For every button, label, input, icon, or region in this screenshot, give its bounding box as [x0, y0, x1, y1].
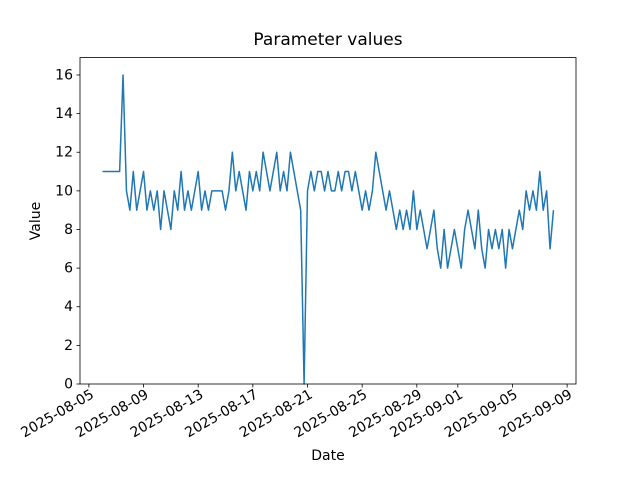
y-tick-label: 2	[64, 338, 73, 354]
y-tick-label: 12	[55, 145, 73, 161]
y-tick-label: 10	[55, 183, 73, 199]
y-tick-label: 16	[55, 67, 73, 83]
chart-title: Parameter values	[253, 30, 403, 50]
axes-spines	[79, 57, 577, 385]
y-tick-label: 14	[55, 106, 73, 122]
data-series-line	[102, 74, 555, 385]
y-tick-label: 0	[64, 376, 73, 392]
y-axis-label: Value	[28, 201, 44, 241]
y-tick-label: 4	[64, 299, 73, 315]
x-axis-label: Date	[311, 448, 345, 464]
y-tick-label: 8	[64, 222, 73, 238]
y-tick-label: 6	[64, 261, 73, 277]
